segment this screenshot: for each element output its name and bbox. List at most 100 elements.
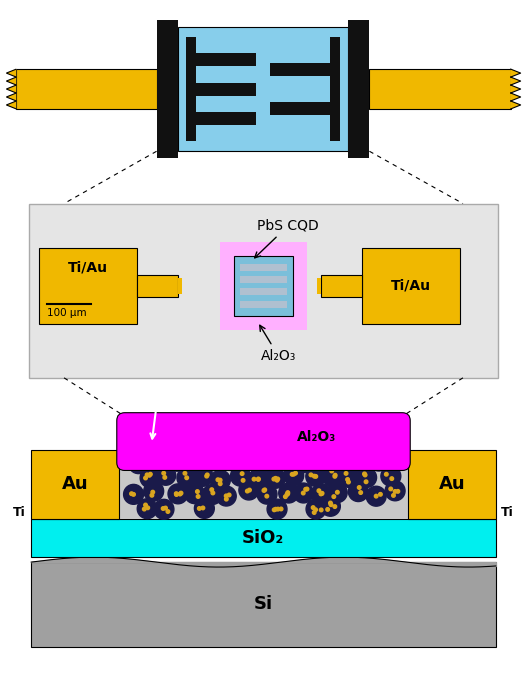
Circle shape xyxy=(369,451,389,471)
Circle shape xyxy=(306,466,326,486)
Bar xyxy=(179,27,347,151)
Circle shape xyxy=(201,506,204,510)
Circle shape xyxy=(292,473,296,476)
Circle shape xyxy=(314,508,317,511)
Circle shape xyxy=(346,478,349,481)
Circle shape xyxy=(154,499,174,519)
Polygon shape xyxy=(6,101,16,109)
Bar xyxy=(369,69,511,109)
Circle shape xyxy=(216,486,236,506)
Circle shape xyxy=(284,466,304,485)
Bar xyxy=(270,63,330,76)
Circle shape xyxy=(393,490,397,493)
Circle shape xyxy=(385,481,405,501)
Bar xyxy=(31,562,496,647)
Circle shape xyxy=(384,452,404,472)
Circle shape xyxy=(392,455,396,458)
Circle shape xyxy=(265,458,268,461)
Circle shape xyxy=(146,506,150,510)
Circle shape xyxy=(311,506,315,509)
Polygon shape xyxy=(511,77,521,85)
Circle shape xyxy=(311,484,331,504)
Circle shape xyxy=(317,489,321,492)
Circle shape xyxy=(264,461,267,465)
Text: Si: Si xyxy=(253,595,272,614)
Circle shape xyxy=(336,490,339,494)
Circle shape xyxy=(248,488,251,492)
Bar xyxy=(187,37,197,141)
Bar xyxy=(330,37,339,141)
Circle shape xyxy=(313,475,316,478)
Circle shape xyxy=(392,494,395,497)
Circle shape xyxy=(279,483,299,503)
Bar xyxy=(39,248,136,323)
Circle shape xyxy=(349,451,369,471)
Polygon shape xyxy=(511,93,521,101)
Circle shape xyxy=(218,479,222,482)
Text: PbS CQD: PbS CQD xyxy=(255,218,319,258)
Circle shape xyxy=(336,461,339,464)
Circle shape xyxy=(330,469,334,473)
Circle shape xyxy=(248,469,268,489)
Circle shape xyxy=(243,458,247,462)
Circle shape xyxy=(177,468,197,487)
Circle shape xyxy=(164,506,168,510)
Text: Ti: Ti xyxy=(501,506,514,519)
Circle shape xyxy=(327,483,347,502)
Bar xyxy=(363,248,460,323)
Circle shape xyxy=(301,492,305,495)
Bar xyxy=(179,278,182,294)
Circle shape xyxy=(344,472,348,475)
Text: PbS CQD: PbS CQD xyxy=(126,393,188,439)
Circle shape xyxy=(363,473,367,477)
Circle shape xyxy=(207,459,210,462)
Circle shape xyxy=(144,503,148,506)
Circle shape xyxy=(168,452,187,471)
Circle shape xyxy=(185,476,189,479)
Bar xyxy=(157,20,179,158)
Circle shape xyxy=(326,508,329,511)
Circle shape xyxy=(313,452,333,471)
Circle shape xyxy=(359,463,363,466)
Circle shape xyxy=(330,450,350,471)
Text: Au: Au xyxy=(62,475,89,494)
Circle shape xyxy=(340,455,343,458)
Text: SiO₂: SiO₂ xyxy=(242,530,284,547)
Circle shape xyxy=(265,460,268,464)
Circle shape xyxy=(276,507,280,511)
Circle shape xyxy=(374,494,378,498)
Circle shape xyxy=(301,459,304,462)
Circle shape xyxy=(149,473,152,476)
Circle shape xyxy=(150,494,154,497)
Circle shape xyxy=(132,493,135,496)
Bar xyxy=(119,454,408,519)
Circle shape xyxy=(359,491,363,494)
Circle shape xyxy=(137,499,157,519)
Polygon shape xyxy=(6,93,16,101)
Circle shape xyxy=(236,452,256,471)
Circle shape xyxy=(276,477,279,481)
Circle shape xyxy=(320,461,324,464)
Bar xyxy=(270,102,330,115)
Circle shape xyxy=(332,495,336,498)
Circle shape xyxy=(205,475,209,478)
Circle shape xyxy=(145,473,149,477)
Circle shape xyxy=(197,458,201,462)
Circle shape xyxy=(329,501,332,505)
Circle shape xyxy=(347,480,350,484)
Circle shape xyxy=(274,507,278,511)
Circle shape xyxy=(147,452,167,473)
Circle shape xyxy=(136,462,140,466)
Bar xyxy=(240,264,287,271)
Bar xyxy=(220,242,307,330)
Circle shape xyxy=(222,451,242,471)
Circle shape xyxy=(334,473,337,477)
Bar xyxy=(240,276,287,283)
Circle shape xyxy=(279,507,283,511)
Circle shape xyxy=(257,477,260,481)
Circle shape xyxy=(211,491,214,495)
Circle shape xyxy=(389,487,393,491)
Circle shape xyxy=(375,464,379,468)
Circle shape xyxy=(168,484,188,504)
Polygon shape xyxy=(511,101,521,109)
